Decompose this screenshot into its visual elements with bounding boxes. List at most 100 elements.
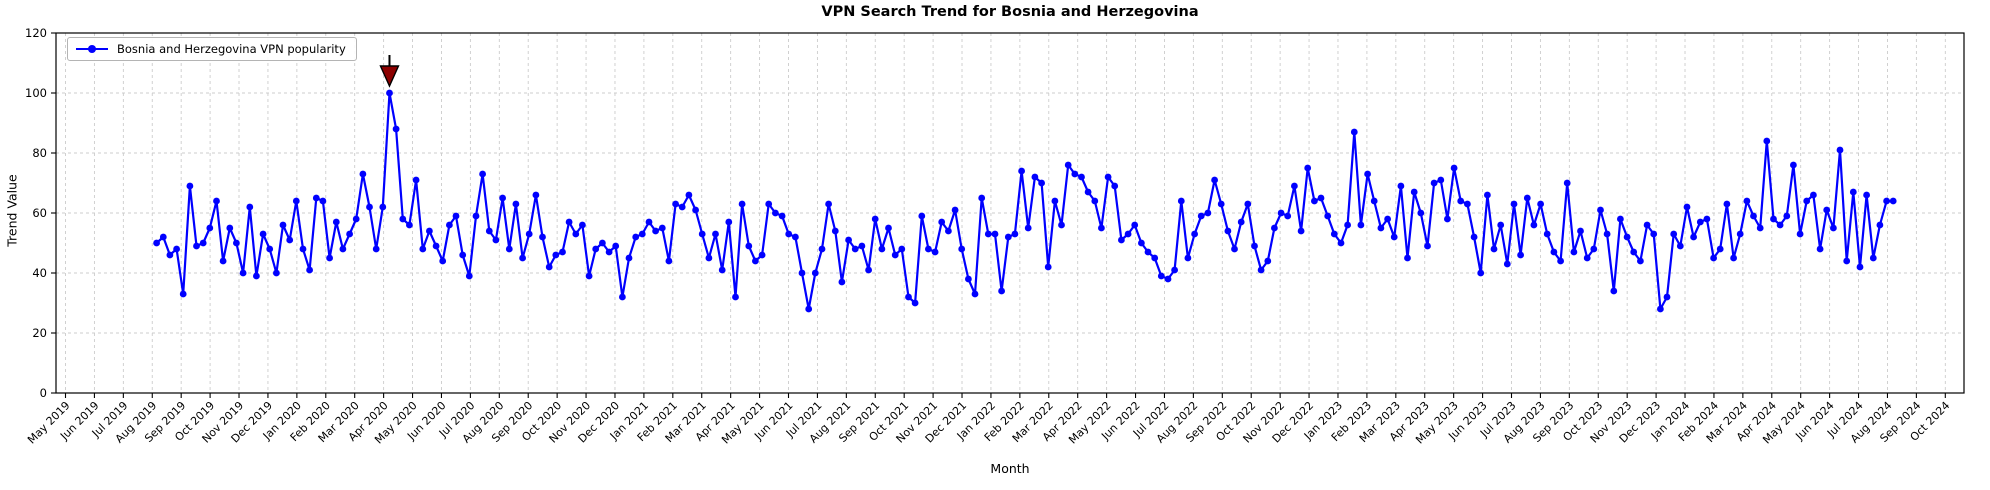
x-axis-label: Month: [990, 461, 1030, 476]
data-point: [1523, 194, 1531, 202]
data-point: [559, 248, 566, 256]
data-point: [965, 275, 972, 283]
data-point: [1836, 146, 1844, 154]
data-point: [239, 269, 247, 277]
data-point: [179, 290, 187, 298]
data-point: [1410, 188, 1418, 196]
data-point: [485, 227, 493, 235]
data-point: [1464, 200, 1471, 208]
data-point: [1084, 188, 1092, 196]
data-point: [213, 197, 220, 205]
data-point: [1384, 215, 1391, 223]
data-point: [519, 254, 526, 262]
data-point: [1557, 257, 1564, 265]
data-point: [851, 245, 859, 253]
data-point: [685, 191, 693, 199]
data-point: [998, 287, 1005, 295]
data-point: [499, 194, 506, 202]
data-point: [1071, 170, 1079, 178]
data-point: [1730, 254, 1737, 262]
data-point: [1510, 200, 1518, 208]
data-point: [1756, 224, 1764, 232]
data-point: [159, 233, 167, 241]
data-point: [1670, 230, 1678, 238]
plot-border: [55, 32, 1965, 394]
data-point: [1450, 164, 1458, 172]
data-point: [1364, 170, 1371, 178]
data-point: [266, 245, 274, 253]
data-point: [259, 230, 267, 238]
data-point: [818, 245, 826, 253]
data-point: [1311, 197, 1318, 205]
data-point: [1484, 191, 1491, 199]
data-point: [432, 242, 440, 250]
data-point: [1883, 197, 1890, 205]
y-tick-label: 80: [32, 146, 47, 160]
data-point: [911, 299, 919, 307]
data-point: [1830, 224, 1837, 232]
data-point: [572, 230, 580, 238]
data-point: [798, 269, 806, 277]
data-point: [439, 257, 447, 265]
data-point: [1078, 173, 1085, 181]
data-point: [1849, 188, 1857, 196]
data-point: [199, 239, 207, 247]
data-point: [778, 212, 786, 220]
data-point: [1803, 197, 1811, 205]
data-point: [885, 224, 892, 232]
data-point: [638, 230, 646, 238]
data-point: [545, 263, 553, 271]
data-point: [1390, 233, 1398, 241]
data-point: [725, 218, 733, 226]
data-point: [1197, 212, 1205, 220]
data-point: [645, 218, 653, 226]
data-point: [446, 221, 453, 229]
data-point: [705, 254, 713, 262]
data-point: [292, 197, 300, 205]
data-point: [1770, 215, 1777, 223]
data-point: [732, 293, 739, 301]
data-point: [372, 245, 380, 253]
data-point: [958, 245, 966, 253]
data-point: [1111, 182, 1119, 190]
data-point: [1151, 254, 1159, 262]
data-point: [1024, 224, 1032, 232]
data-point: [938, 218, 946, 226]
data-point: [1703, 215, 1711, 223]
data-point: [1251, 242, 1258, 250]
data-point: [399, 215, 407, 223]
data-point: [878, 245, 886, 253]
data-point: [1603, 230, 1611, 238]
data-point: [745, 242, 753, 250]
peak-annotation-triangle: [379, 65, 400, 88]
data-point: [279, 221, 287, 229]
data-point: [565, 218, 573, 226]
data-point: [1563, 179, 1571, 187]
data-point: [925, 245, 932, 253]
data-point: [599, 239, 606, 247]
data-point: [1470, 233, 1478, 241]
series-line: [155, 91, 1895, 311]
data-point: [512, 200, 520, 208]
data-point: [1231, 245, 1238, 253]
data-point: [1297, 227, 1305, 235]
data-point: [1623, 233, 1631, 241]
y-axis-label: Trend Value: [4, 174, 20, 247]
data-point: [1683, 203, 1691, 211]
data-point: [1430, 179, 1438, 187]
data-point: [1856, 263, 1864, 271]
data-point: [1490, 245, 1498, 253]
data-point: [1138, 239, 1145, 247]
data-point: [918, 212, 926, 220]
data-point: [166, 251, 174, 259]
data-point: [1004, 233, 1012, 241]
data-point: [332, 218, 340, 226]
data-point: [459, 251, 467, 259]
data-point: [1091, 197, 1099, 205]
data-point: [758, 251, 766, 259]
data-point: [785, 230, 793, 238]
data-point: [1690, 233, 1697, 241]
data-point: [1417, 209, 1425, 217]
data-point: [412, 176, 420, 184]
data-point: [1590, 245, 1598, 253]
